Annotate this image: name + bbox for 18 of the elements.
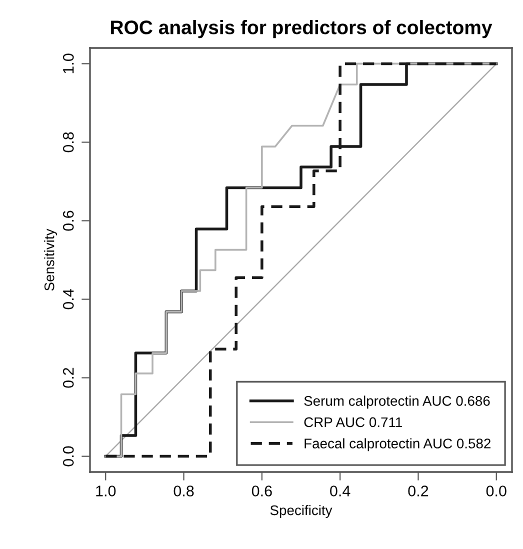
chart-title: ROC analysis for predictors of colectomy [111, 20, 492, 38]
x-axis-title: Specificity [270, 504, 332, 518]
x-tick-label: 0.8 [174, 486, 194, 496]
x-tick-label: 0.2 [408, 486, 428, 496]
y-tick-label: 0.4 [62, 289, 74, 310]
y-tick-label: 1.0 [62, 54, 74, 74]
legend-label: Serum calprotectin AUC 0.686 [304, 396, 490, 409]
legend-label: Faecal calprotectin AUC 0.582 [304, 438, 490, 452]
x-tick-label: 0.6 [252, 486, 272, 496]
y-tick-label: 0.8 [62, 132, 74, 152]
x-tick-label: 0.0 [486, 486, 506, 496]
legend-label: CRP AUC 0.711 [304, 417, 402, 428]
x-tick-label: 0.4 [330, 486, 350, 496]
y-tick-label: 0.2 [62, 368, 74, 388]
y-tick-label: 0.0 [62, 446, 74, 466]
y-axis-title: Sensitivity [44, 228, 58, 291]
y-tick-label: 0.6 [62, 210, 74, 231]
x-tick-label: 1.0 [96, 486, 116, 496]
